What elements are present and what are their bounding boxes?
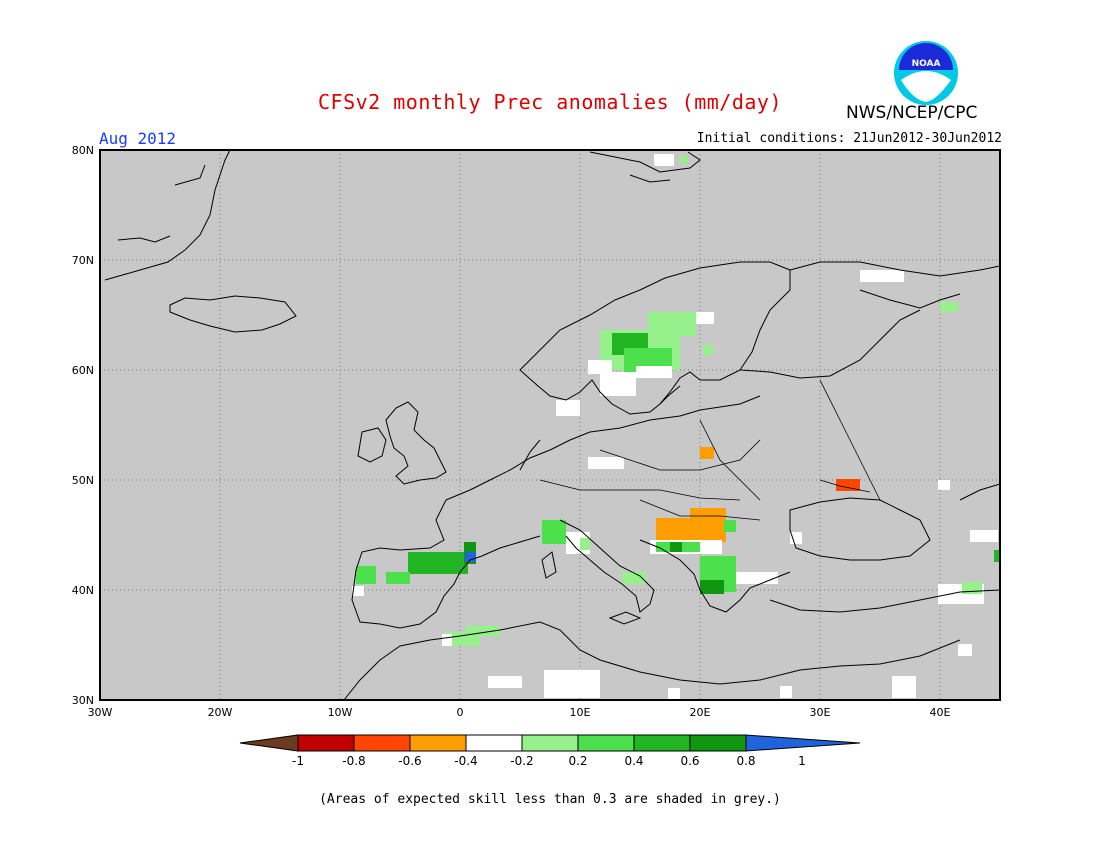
colorbar-label: 0.2 bbox=[568, 754, 587, 768]
initial-conditions-label: Initial conditions: 21Jun2012-30Jun2012 bbox=[696, 131, 1002, 146]
colorbar-segment bbox=[353, 734, 411, 752]
colorbar-label: 1 bbox=[798, 754, 806, 768]
noaa-logo-text: NOAA bbox=[912, 59, 941, 69]
colorbar-arrow-low bbox=[239, 734, 299, 752]
colorbar-label: -1 bbox=[292, 754, 304, 768]
coastlines bbox=[104, 149, 1001, 701]
colorbar: -1 -0.8 -0.6 -0.4 -0.2 0.2 0.4 0.6 0.8 1 bbox=[239, 734, 861, 768]
colorbar-segment bbox=[465, 734, 523, 752]
colorbar-label: 0.6 bbox=[680, 754, 699, 768]
map-frame bbox=[99, 149, 1001, 701]
lon-tick: 10W bbox=[328, 706, 353, 719]
colorbar-label: -0.4 bbox=[454, 754, 477, 768]
lat-tick: 80N bbox=[72, 144, 94, 157]
colorbar-label: -0.6 bbox=[398, 754, 421, 768]
lon-tick: 20W bbox=[208, 706, 233, 719]
lon-tick: 0 bbox=[457, 706, 464, 719]
colorbar-label: -0.2 bbox=[510, 754, 533, 768]
lon-tick: 30E bbox=[810, 706, 831, 719]
lon-tick: 30W bbox=[88, 706, 113, 719]
month-label: Aug 2012 bbox=[99, 129, 177, 148]
noaa-logo: NOAA bbox=[894, 41, 958, 105]
lon-tick: 20E bbox=[690, 706, 711, 719]
lon-tick: 10E bbox=[570, 706, 591, 719]
chart-title: CFSv2 monthly Prec anomalies (mm/day) bbox=[317, 90, 783, 114]
longitude-ticks: 30W 20W 10W 0 10E 20E 30E 40E bbox=[88, 706, 951, 719]
lat-tick: 30N bbox=[72, 694, 94, 707]
footnote: (Areas of expected skill less than 0.3 a… bbox=[319, 792, 781, 807]
colorbar-segment bbox=[297, 734, 355, 752]
colorbar-segment bbox=[409, 734, 467, 752]
colorbar-segment bbox=[633, 734, 691, 752]
colorbar-arrow-high bbox=[745, 734, 861, 752]
lat-tick: 60N bbox=[72, 364, 94, 377]
colorbar-segment bbox=[577, 734, 635, 752]
lat-tick: 50N bbox=[72, 474, 94, 487]
latitude-ticks: 80N 70N 60N 50N 40N 30N bbox=[72, 144, 94, 707]
colorbar-label: -0.8 bbox=[342, 754, 365, 768]
lon-tick: 40E bbox=[930, 706, 951, 719]
colorbar-label: 0.8 bbox=[736, 754, 755, 768]
colorbar-segment bbox=[689, 734, 747, 752]
org-label: NWS/NCEP/CPC bbox=[846, 103, 978, 123]
map-background bbox=[100, 150, 1000, 700]
colorbar-segment bbox=[521, 734, 579, 752]
lat-tick: 40N bbox=[72, 584, 94, 597]
lat-tick: 70N bbox=[72, 254, 94, 267]
colorbar-label: 0.4 bbox=[624, 754, 643, 768]
